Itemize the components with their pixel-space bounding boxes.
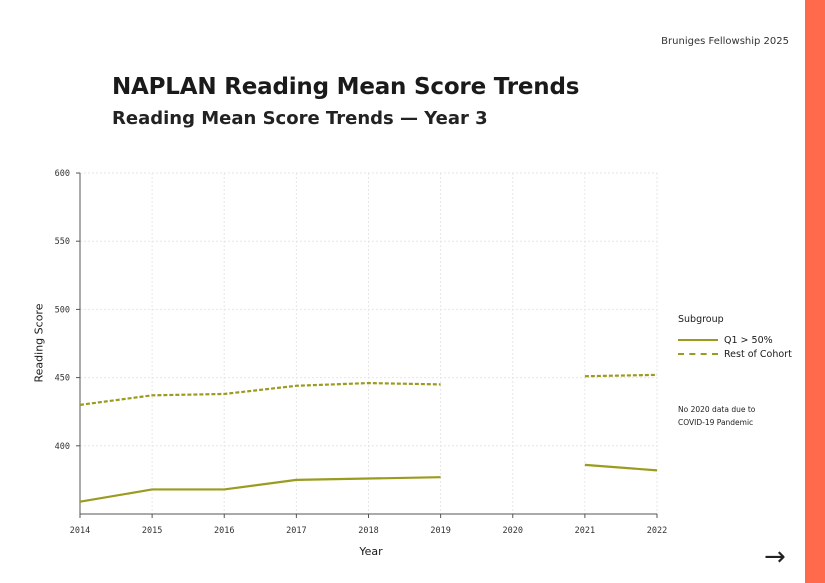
x-tick-label: 2019: [430, 526, 450, 536]
legend-swatch-dashed: [678, 353, 718, 355]
legend-item-q1: Q1 > 50%: [678, 333, 792, 347]
series-line-rest-of-cohort: [79, 381, 441, 406]
legend-title: Subgroup: [678, 314, 724, 325]
series-line-q1: [584, 463, 658, 472]
x-tick-label: 2014: [70, 526, 90, 536]
legend-label-q1: Q1 > 50%: [724, 334, 773, 346]
x-tick-label: 2015: [142, 526, 162, 536]
x-axis-label: Year: [359, 545, 383, 558]
legend-item-rest: Rest of Cohort: [678, 347, 792, 361]
x-tick-label: 2017: [286, 526, 306, 536]
series-line-q1: [79, 476, 441, 503]
legend-label-rest: Rest of Cohort: [724, 348, 792, 360]
chart-title: NAPLAN Reading Mean Score Trends: [112, 74, 580, 100]
x-tick-label: 2022: [647, 526, 667, 536]
y-tick-label: 500: [55, 305, 70, 315]
x-tick-label: 2018: [358, 526, 378, 536]
series-line-rest-of-cohort: [584, 373, 658, 378]
chart-subtitle: Reading Mean Score Trends — Year 3: [112, 108, 488, 129]
x-tick-label: 2021: [575, 526, 595, 536]
header-note: Bruniges Fellowship 2025: [661, 36, 789, 47]
accent-side-bar: [805, 0, 825, 583]
y-axis-label: Reading Score: [32, 303, 46, 383]
y-tick-label: 450: [55, 374, 70, 384]
legend-swatch-solid: [678, 339, 718, 341]
y-tick-label: 550: [55, 237, 70, 247]
chart-annotation: No 2020 data due to COVID-19 Pandemic: [678, 405, 756, 427]
x-tick-label: 2020: [503, 526, 523, 536]
x-tick-label: 2016: [214, 526, 234, 536]
arrow-right-icon[interactable]: →: [764, 542, 786, 572]
legend: Subgroup Q1 > 50% Rest of Cohort: [678, 314, 792, 361]
y-tick-label: 600: [55, 169, 70, 179]
y-tick-label: 400: [55, 442, 70, 452]
